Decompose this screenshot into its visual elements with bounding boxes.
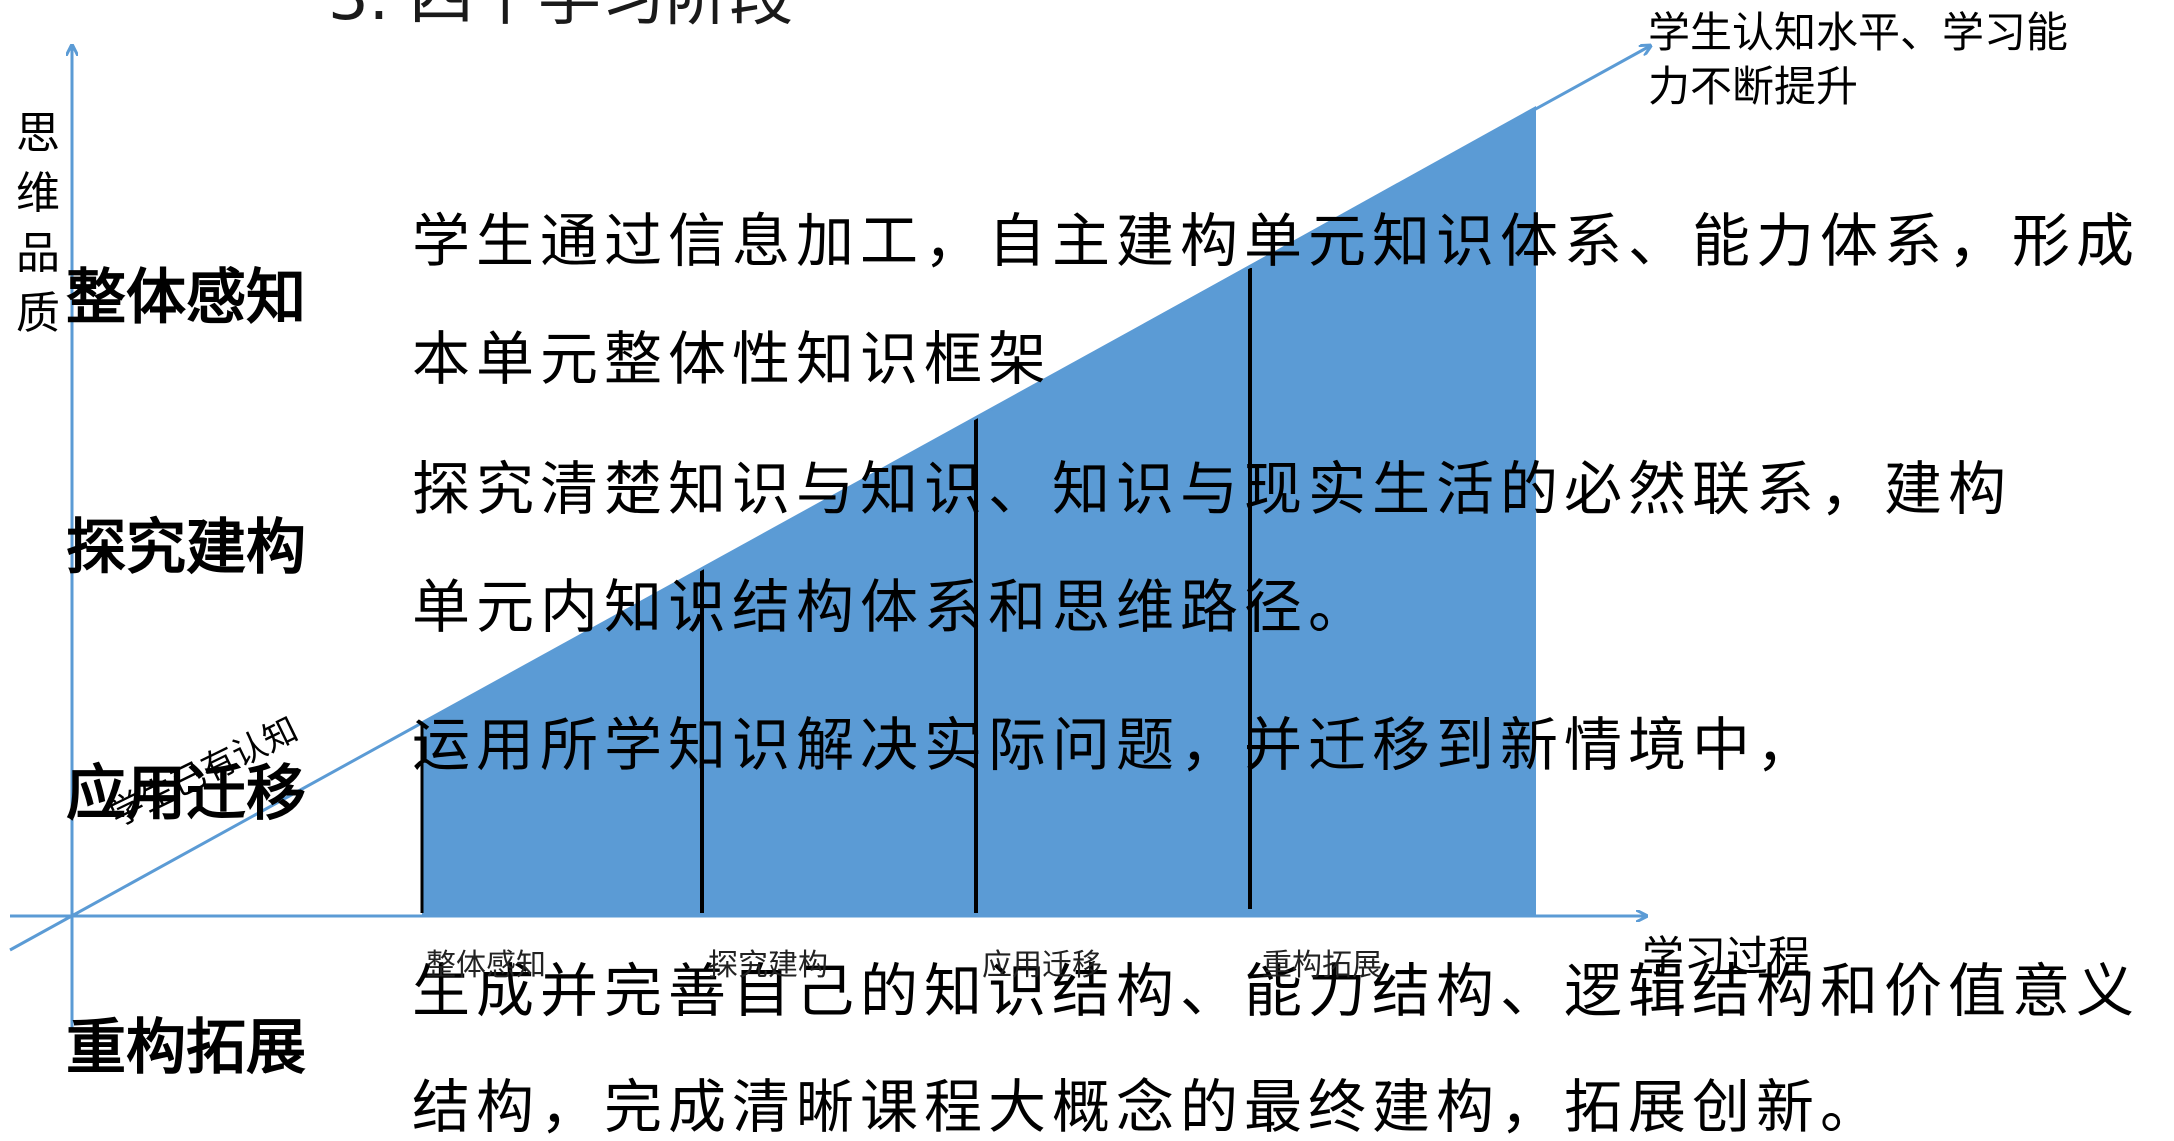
page-title: 3. 四个学习阶段 [328, 0, 793, 30]
progression-arrow [9, 46, 1650, 952]
stage-desc-1-line-2: 本单元整体性知识框架 [412, 325, 1053, 393]
x-category-2: 探究建构 [708, 948, 828, 983]
stage-label-3: 应用迁移 [66, 759, 306, 829]
x-category-3: 应用迁移 [982, 948, 1102, 983]
stage-desc-3-line-1: 运用所学知识解决实际问题，并迁移到新情境中， [412, 711, 1821, 779]
stage-desc-4-line-1: 生成并完善自己的知识结构、能力结构、逻辑结构和价值意义 [412, 957, 2141, 1025]
x-axis-label: 学习过程 [1642, 932, 1811, 981]
stage-label-4: 重构拓展 [66, 1013, 306, 1083]
stage-desc-1-line-1: 学生通过信息加工，自主建构单元知识体系、能力体系，形成 [412, 207, 2141, 275]
stage-desc-4-line-2: 结构，完成清晰课程大概念的最终建构，拓展创新。 [412, 1073, 1885, 1141]
y-axis-label: 思维品质 [16, 108, 60, 339]
arrow-label: 学生认知水平、学习能力不断提升 [1648, 8, 2069, 111]
stage-desc-2-line-1: 探究清楚知识与知识、知识与现实生活的必然联系，建构 [412, 455, 2013, 523]
x-category-1: 整体感知 [426, 948, 546, 983]
stage-desc-2-line-2: 单元内知识结构体系和思维路径。 [412, 573, 1373, 641]
x-category-4: 重构拓展 [1262, 948, 1382, 983]
stage-label-1: 整体感知 [66, 263, 306, 333]
stage-label-2: 探究建构 [66, 513, 306, 583]
